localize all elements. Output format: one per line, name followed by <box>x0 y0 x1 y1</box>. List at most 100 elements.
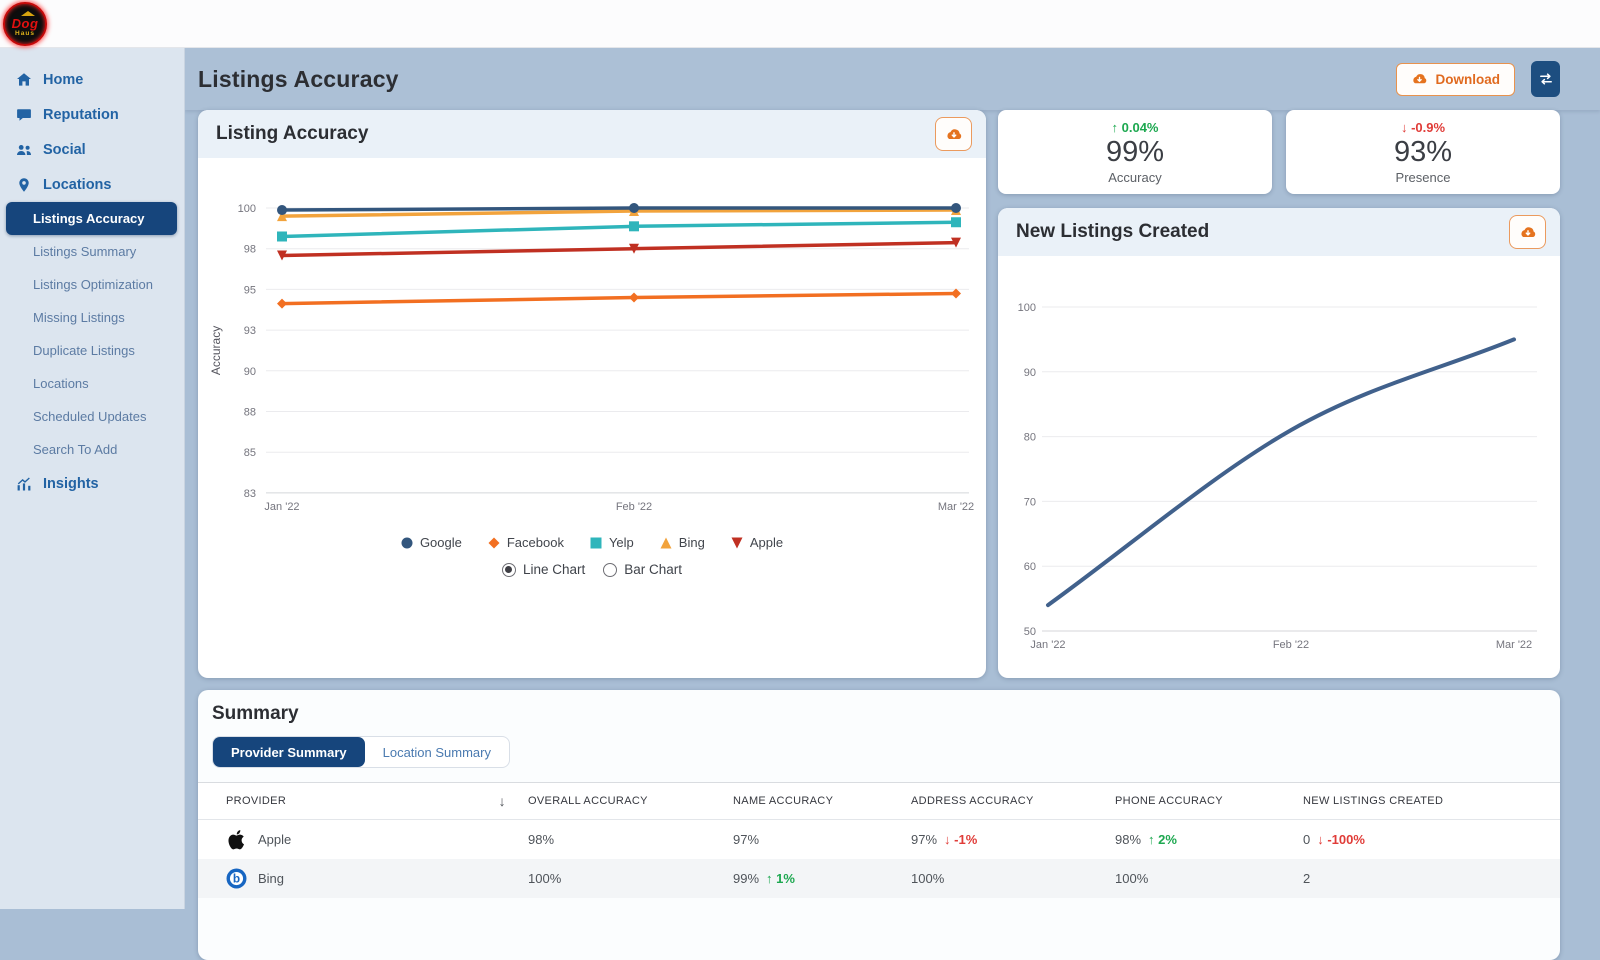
table-cell: 98% ↑ 2% <box>1115 832 1303 847</box>
provider-name: Apple <box>258 832 292 847</box>
new-listings-card-title: New Listings Created <box>1016 221 1210 242</box>
legend-item-bing[interactable]: Bing <box>660 535 705 550</box>
provider-cell: Apple <box>226 829 528 850</box>
sidebar-item-locations[interactable]: Locations <box>0 167 184 202</box>
presence-stat-delta: ↓ -0.9% <box>1400 119 1446 135</box>
cell-value: 100% <box>911 871 945 886</box>
radio-button-icon[interactable] <box>603 562 618 577</box>
table-row-bing[interactable]: b Bing 100% 99% ↑ 1% 100% 100% 2 <box>198 859 1560 898</box>
sort-descending-icon[interactable]: ↓ <box>498 793 506 809</box>
legend-item-yelp[interactable]: Yelp <box>590 535 634 550</box>
table-row-apple[interactable]: Apple 98% 97% 97% ↓ -1% 98% ↑ 2% 0 ↓ -100% <box>198 820 1560 859</box>
sidebar-item-reputation[interactable]: Reputation <box>0 97 184 132</box>
table-cell: 98% <box>528 832 733 847</box>
sidebar-subitem-listings-optimization[interactable]: Listings Optimization <box>33 277 153 292</box>
table-cell: 100% <box>1115 871 1303 886</box>
accuracy-stat-delta: ↑ 0.04% <box>1111 119 1159 135</box>
comment-icon <box>17 108 31 121</box>
column-header-label: Provider <box>226 795 287 807</box>
topbar: Dog Haus <box>0 0 1600 48</box>
delta-up: ↑ 2% <box>1148 832 1177 847</box>
sidebar-subitem-scheduled-updates[interactable]: Scheduled Updates <box>33 409 147 424</box>
svg-text:Accuracy: Accuracy <box>209 326 223 375</box>
column-header-new-listings-created[interactable]: New Listings Created <box>1303 795 1560 807</box>
sidebar-item-insights[interactable]: Insights <box>0 466 184 501</box>
cloud-download-icon <box>1412 74 1426 84</box>
accuracy-stat-value: 99% <box>1105 135 1165 168</box>
summary-card-title: Summary <box>212 703 299 724</box>
provider-cell: b Bing <box>226 868 528 889</box>
svg-text:85: 85 <box>244 447 256 459</box>
provider-name: Bing <box>258 871 285 886</box>
legend-label: Google <box>419 535 462 550</box>
home-icon <box>17 72 31 86</box>
column-header-label: Name Accuracy <box>733 795 834 807</box>
table-header-row: Provider ↓ Overall Accuracy Name Accuracy Ad… <box>198 783 1560 820</box>
logo-text-dog: Dog <box>11 15 39 31</box>
listing-accuracy-card-header: Listing Accuracy <box>198 110 986 158</box>
sidebar-subitem-locations[interactable]: Locations <box>33 376 89 391</box>
sidebar-subitem-missing-listings[interactable]: Missing Listings <box>33 310 125 325</box>
svg-text:80: 80 <box>1024 432 1036 444</box>
radio-bar-chart[interactable]: Bar Chart <box>603 562 682 577</box>
svg-text:Jan '22: Jan '22 <box>264 501 299 513</box>
sidebar-item-home[interactable]: Home <box>0 62 184 97</box>
legend-item-apple[interactable]: Apple <box>731 535 783 550</box>
column-header-provider[interactable]: Provider ↓ <box>226 793 528 809</box>
legend-item-facebook[interactable]: Facebook <box>488 535 564 550</box>
delta-down: ↓ -1% <box>944 832 978 847</box>
presence-stat-card: ↓ -0.9% 93% Presence <box>1286 110 1560 194</box>
download-button[interactable]: Download <box>1395 62 1515 96</box>
cell-value: 97% <box>911 832 938 847</box>
column-header-overall-accuracy[interactable]: Overall Accuracy <box>528 795 733 807</box>
column-header-address-accuracy[interactable]: Address Accuracy <box>911 795 1115 807</box>
new-listings-download-button[interactable] <box>1509 215 1546 249</box>
trend-arrow-icon: ↑ <box>1111 119 1119 135</box>
sidebar-item-label: Home <box>43 71 84 88</box>
legend-label: Apple <box>749 535 784 550</box>
accuracy-stat-label: Accuracy <box>1108 169 1162 185</box>
legend-label: Facebook <box>506 535 564 550</box>
svg-text:100: 100 <box>238 203 256 215</box>
legend-item-google[interactable]: Google <box>401 535 462 550</box>
cell-value: 98% <box>1115 832 1142 847</box>
column-header-phone-accuracy[interactable]: Phone Accuracy <box>1115 795 1303 807</box>
svg-text:95: 95 <box>244 284 256 296</box>
listing-accuracy-download-button[interactable] <box>935 117 972 151</box>
tab-location-summary[interactable]: Location Summary <box>382 744 491 760</box>
radio-button-icon[interactable] <box>501 562 516 577</box>
legend-label: Bing <box>678 535 705 550</box>
sidebar-subitem-listings-summary[interactable]: Listings Summary <box>33 244 137 259</box>
provider-summary-table: Provider ↓ Overall Accuracy Name Accuracy Ad… <box>198 782 1560 898</box>
svg-text:60: 60 <box>1024 561 1036 573</box>
summary-tabs: Provider Summary Location Summary <box>212 736 510 768</box>
svg-text:70: 70 <box>1024 496 1036 508</box>
sidebar-subitem-search-to-add[interactable]: Search To Add <box>33 442 118 457</box>
main-content: Listings Accuracy Download Listing Accur… <box>185 48 1600 960</box>
svg-text:90: 90 <box>1024 367 1036 379</box>
legend-label: Yelp <box>608 535 634 550</box>
tab-provider-summary[interactable]: Provider Summary <box>213 737 365 767</box>
trend-arrow-icon: ↓ <box>1400 119 1408 135</box>
sidebar-item-social[interactable]: Social <box>0 132 184 167</box>
doghaus-logo[interactable]: Dog Haus <box>3 2 47 46</box>
svg-text:Feb '22: Feb '22 <box>1273 639 1309 651</box>
table-body: Apple 98% 97% 97% ↓ -1% 98% ↑ 2% 0 ↓ -100% b Bing 1… <box>198 820 1560 898</box>
page-header: Listings Accuracy Download <box>185 48 1600 110</box>
svg-text:Feb '22: Feb '22 <box>616 501 652 513</box>
cell-value: 97% <box>733 832 760 847</box>
svg-text:50: 50 <box>1024 626 1036 638</box>
sidebar-subitem-listings-accuracy[interactable]: Listings Accuracy <box>6 202 177 235</box>
filter-button[interactable] <box>1531 61 1560 97</box>
legend-marker-icon <box>488 537 500 548</box>
sidebar-subitem-duplicate-listings[interactable]: Duplicate Listings <box>33 343 135 358</box>
logo-text-haus: Haus <box>15 29 35 37</box>
column-header-name-accuracy[interactable]: Name Accuracy <box>733 795 911 807</box>
chart-type-radio-group: Line Chart Bar Chart <box>198 562 986 577</box>
listing-accuracy-line-chart: 100 98 95 93 90 88 85 83 Jan '22 Feb '22 Mar '22 Ac… <box>209 203 974 513</box>
radio-line-chart[interactable]: Line Chart <box>501 562 585 577</box>
accuracy-stat-card: ↑ 0.04% 99% Accuracy <box>998 110 1272 194</box>
column-header-label: New Listings Created <box>1303 795 1444 807</box>
header-actions: Download <box>1395 61 1560 97</box>
svg-text:Mar '22: Mar '22 <box>938 501 974 513</box>
